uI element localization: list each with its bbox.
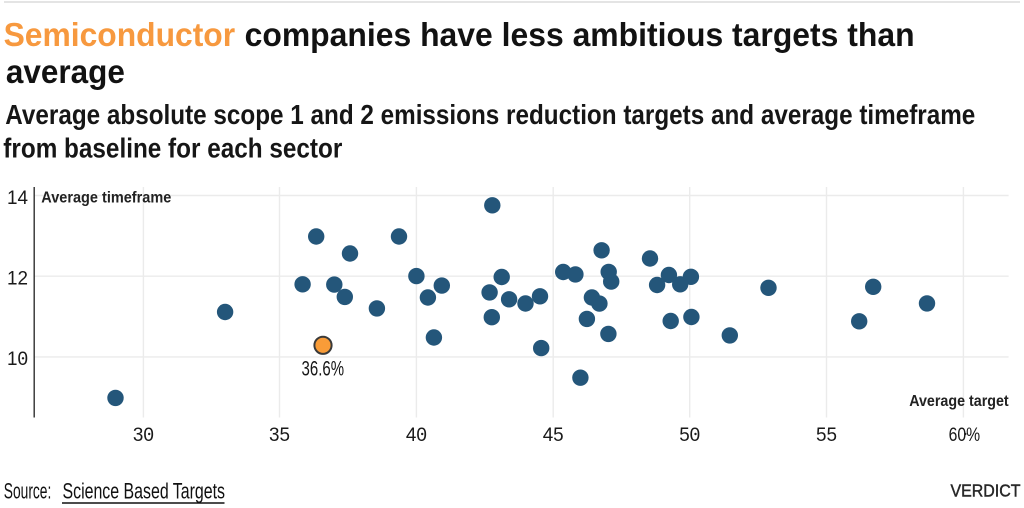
svg-text:average: average bbox=[6, 53, 125, 90]
svg-text:Average timeframe: Average timeframe bbox=[41, 190, 171, 207]
svg-text:30: 30 bbox=[133, 425, 154, 446]
svg-text:Science Based Targets: Science Based Targets bbox=[63, 479, 226, 504]
svg-text:55: 55 bbox=[816, 425, 837, 446]
svg-text:35: 35 bbox=[269, 425, 290, 446]
svg-text:12: 12 bbox=[7, 268, 28, 289]
svg-text:60%: 60% bbox=[949, 425, 981, 446]
svg-text:36.6%: 36.6% bbox=[302, 358, 345, 381]
svg-text:Average absolute scope 1 and 2: Average absolute scope 1 and 2 emissions… bbox=[5, 99, 975, 130]
svg-text:companies have less ambitious: companies have less ambitious targets th… bbox=[245, 16, 915, 53]
svg-text:10: 10 bbox=[7, 349, 28, 370]
svg-text:14: 14 bbox=[7, 188, 28, 209]
svg-text:Source:: Source: bbox=[4, 479, 51, 504]
svg-text:45: 45 bbox=[543, 425, 564, 446]
svg-text:VERDICT: VERDICT bbox=[951, 481, 1021, 501]
svg-text:50: 50 bbox=[679, 425, 700, 446]
svg-text:Semiconductor: Semiconductor bbox=[4, 16, 236, 53]
svg-text:40: 40 bbox=[406, 425, 427, 446]
svg-text:Average target: Average target bbox=[909, 393, 1009, 410]
svg-text:from baseline for each sector: from baseline for each sector bbox=[3, 132, 342, 163]
